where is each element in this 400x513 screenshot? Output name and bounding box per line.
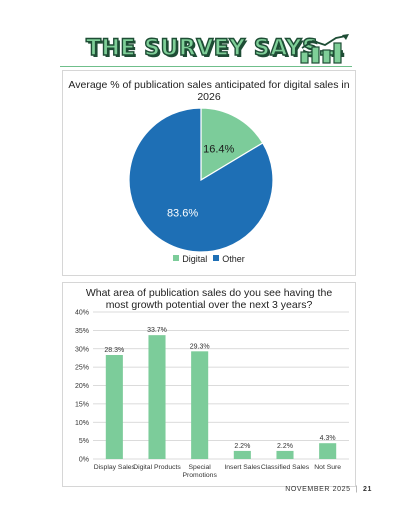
page-header: THE SURVEY SAYS... bbox=[0, 0, 400, 70]
bar bbox=[276, 450, 294, 459]
bar bbox=[233, 450, 251, 459]
y-tick-label: 15% bbox=[75, 401, 89, 408]
x-tick-label: Display Sales bbox=[94, 464, 136, 471]
x-tick-label: Promotions bbox=[182, 472, 217, 479]
pie-chart-panel: Average % of publication sales anticipat… bbox=[62, 70, 356, 276]
bar-chart-panel: What area of publication sales do you se… bbox=[62, 282, 356, 487]
pie-chart-title: Average % of publication sales anticipat… bbox=[68, 79, 350, 103]
bar bbox=[319, 443, 337, 459]
y-tick-label: 35% bbox=[75, 328, 89, 335]
y-tick-label: 5% bbox=[79, 438, 89, 445]
pie-slice-digital bbox=[200, 107, 264, 182]
bar-data-label: 29.3% bbox=[190, 343, 210, 350]
footer-separator: | bbox=[355, 486, 358, 493]
legend-swatch bbox=[213, 255, 220, 261]
bar-data-label: 28.3% bbox=[104, 347, 124, 354]
bar-chart-title-line: most growth potential over the next 3 ye… bbox=[105, 299, 313, 311]
legend-swatch bbox=[173, 255, 180, 261]
y-tick-label: 25% bbox=[75, 365, 89, 372]
legend-item-other: Other bbox=[213, 254, 245, 264]
header-divider bbox=[60, 66, 352, 67]
x-tick-label: Insert Sales bbox=[224, 464, 260, 471]
pie-chart: 16.4% 83.6% bbox=[128, 107, 274, 253]
pie-slice-other bbox=[128, 107, 274, 253]
pie-legend: Digital Other bbox=[63, 254, 355, 264]
y-tick-label: 20% bbox=[75, 383, 89, 390]
pie-slice-label: 16.4% bbox=[203, 144, 234, 156]
x-tick-label: Not Sure bbox=[314, 464, 341, 471]
bar-chart: 0% 5% 10% 15% 20% 25% 30% 35% 40% 28.3% Display Sa… bbox=[75, 310, 349, 479]
bar-data-label: 2.2% bbox=[277, 443, 293, 450]
page-footer: NOVEMBER 2025 | 21 bbox=[285, 486, 372, 493]
y-tick-label: 40% bbox=[75, 310, 89, 317]
pie-slice-label: 83.6% bbox=[167, 208, 198, 220]
legend-item-digital: Digital bbox=[173, 254, 207, 264]
bar bbox=[105, 354, 123, 459]
bar-data-label: 33.7% bbox=[147, 327, 167, 334]
x-tick-label: Special bbox=[189, 464, 212, 471]
legend-label: Digital bbox=[182, 254, 208, 264]
bar bbox=[148, 335, 166, 459]
page-number: 21 bbox=[363, 486, 372, 493]
bar-chart-title-line: What area of publication sales do you se… bbox=[85, 287, 333, 299]
bar-growth-icon bbox=[300, 34, 349, 64]
x-tick-label: Digital Products bbox=[133, 464, 181, 471]
y-tick-label: 30% bbox=[75, 346, 89, 353]
y-tick-label: 10% bbox=[75, 420, 89, 427]
bar-data-label: 4.3% bbox=[320, 435, 336, 442]
bar bbox=[191, 351, 209, 459]
y-tick-label: 0% bbox=[79, 457, 89, 464]
bar-chart-title: What area of publication sales do you se… bbox=[63, 287, 355, 311]
footer-month: NOVEMBER 2025 bbox=[285, 486, 351, 493]
legend-label: Other bbox=[222, 254, 245, 264]
bar-data-label: 2.2% bbox=[234, 443, 250, 450]
x-tick-label: Classified Sales bbox=[261, 464, 310, 471]
